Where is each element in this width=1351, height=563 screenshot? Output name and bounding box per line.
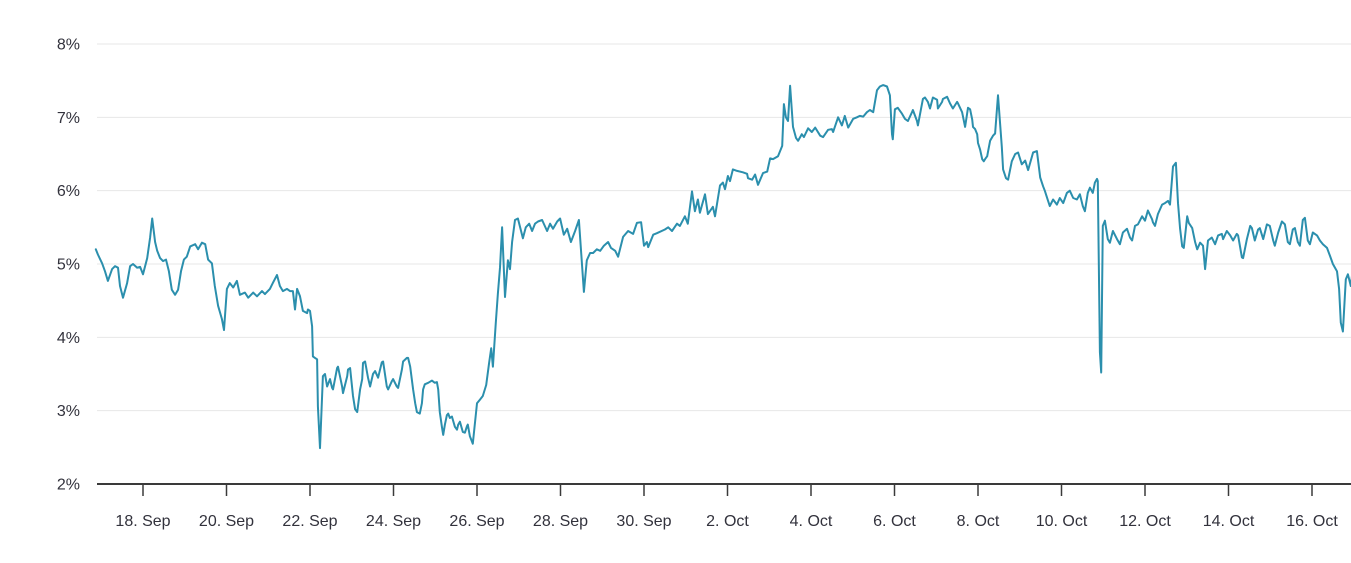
x-tick-label: 22. Sep <box>282 513 337 530</box>
y-tick-label: 4% <box>57 330 80 347</box>
x-tick-label: 24. Sep <box>366 513 421 530</box>
x-tick-label: 20. Sep <box>199 513 254 530</box>
x-tick-label: 2. Oct <box>706 513 749 530</box>
x-tick-label: 16. Oct <box>1286 513 1338 530</box>
line-chart: 2% 3% 4% 5% 6% 7% 8% 18. Sep 20. Sep 22. Sep 24. S… <box>40 16 1351 547</box>
y-tick-label: 8% <box>57 37 80 54</box>
x-tick-label: 26. Sep <box>449 513 504 530</box>
x-tick-label: 28. Sep <box>533 513 588 530</box>
x-tick-label: 8. Oct <box>957 513 1000 530</box>
y-tick-label: 6% <box>57 183 80 200</box>
x-tick-label: 12. Oct <box>1119 513 1171 530</box>
y-tick-label: 2% <box>57 477 80 494</box>
series-line <box>94 84 1351 450</box>
plot-area[interactable]: 2% 3% 4% 5% 6% 7% 8% 18. Sep 20. Sep 22. Sep 24. S… <box>40 16 1351 547</box>
y-tick-label: 3% <box>57 403 80 420</box>
x-tick-label: 10. Oct <box>1036 513 1088 530</box>
x-tick-label: 4. Oct <box>790 513 833 530</box>
y-tick-label: 5% <box>57 257 80 274</box>
x-tick-label: 6. Oct <box>873 513 916 530</box>
x-tick-label: 18. Sep <box>115 513 170 530</box>
x-tick-label: 30. Sep <box>616 513 671 530</box>
x-tick-label: 14. Oct <box>1203 513 1255 530</box>
y-tick-label: 7% <box>57 110 80 127</box>
